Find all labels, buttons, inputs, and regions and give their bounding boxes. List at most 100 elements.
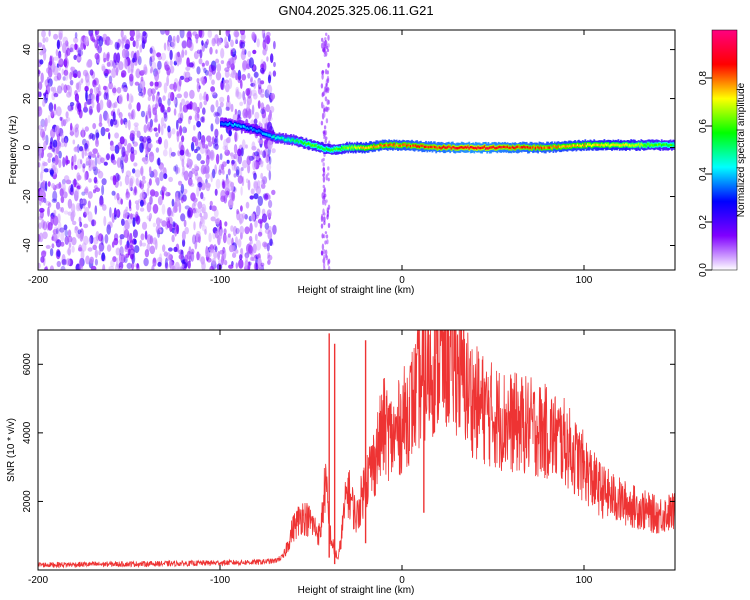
ridge-core (366, 146, 369, 150)
noise-blob (325, 106, 328, 112)
noise-blob (166, 75, 170, 87)
ridge-core (380, 143, 383, 147)
noise-blob (254, 233, 258, 242)
ridge-core (318, 145, 320, 148)
noise-blob (260, 183, 266, 189)
ridge-core (620, 144, 622, 147)
noise-blob (55, 227, 59, 235)
noise-blob (191, 102, 198, 111)
noise-blob (84, 85, 89, 92)
x-tick-label: 100 (576, 575, 593, 586)
noise-blob (205, 60, 210, 66)
noise-blob (186, 209, 191, 218)
noise-blob (108, 81, 113, 90)
noise-blob (139, 207, 145, 212)
noise-blob (260, 161, 264, 168)
noise-blob (135, 68, 141, 79)
noise-blob (325, 249, 328, 256)
noise-blob (158, 136, 162, 145)
noise-blob (83, 36, 89, 46)
noise-blob (267, 252, 271, 258)
noise-blob (210, 216, 216, 222)
noise-blob (56, 260, 61, 268)
ridge-core (485, 147, 487, 150)
ridge-core (273, 135, 276, 138)
noise-blob (39, 59, 44, 65)
noise-blob (84, 206, 90, 216)
noise-blob (257, 195, 263, 207)
noise-blob (55, 49, 59, 57)
noise-blob (170, 151, 176, 157)
ridge-core (472, 146, 475, 149)
noise-blob (49, 248, 54, 257)
noise-blob (149, 118, 153, 128)
ridge-core (625, 143, 627, 146)
noise-blob (53, 109, 58, 116)
noise-blob (242, 108, 248, 119)
noise-blob (84, 186, 89, 196)
noise-blob (118, 112, 123, 119)
noise-blob (325, 83, 328, 87)
ridge-core (348, 145, 351, 148)
noise-blob (38, 42, 43, 48)
noise-blob (106, 69, 112, 74)
noise-blob (322, 104, 325, 109)
noise-blob (157, 196, 163, 206)
ridge-core (408, 144, 411, 147)
noise-blob (109, 207, 112, 218)
noise-blob (189, 115, 192, 121)
ridge-core (268, 134, 271, 137)
noise-blob (123, 209, 128, 220)
noise-blob (81, 127, 85, 139)
ridge-core (473, 147, 476, 150)
spectrogram-x-axis-label: Height of straight line (km) (298, 285, 415, 296)
ridge-core (478, 146, 481, 150)
noise-blob (149, 56, 153, 67)
noise-blob (163, 82, 168, 94)
ridge-core (614, 143, 617, 146)
noise-blob (209, 265, 214, 270)
noise-blob (186, 103, 192, 110)
noise-blob (201, 141, 206, 149)
ridge-core (418, 145, 421, 149)
ridge-core (558, 145, 561, 148)
noise-blob (155, 147, 160, 153)
noise-blob (132, 217, 136, 228)
noise-blob (114, 65, 118, 73)
noise-blob (139, 192, 145, 200)
noise-blob (46, 67, 51, 74)
noise-blob (223, 180, 229, 191)
noise-blob (80, 36, 84, 47)
noise-blob (241, 212, 246, 219)
noise-blob (205, 172, 210, 179)
noise-blob (52, 190, 58, 202)
noise-blob (38, 181, 41, 188)
noise-blob (109, 145, 116, 152)
noise-blob (233, 160, 237, 172)
noise-blob (232, 252, 237, 258)
noise-blob (217, 106, 222, 117)
noise-blob (47, 181, 51, 187)
noise-blob (327, 166, 330, 171)
noise-blob (200, 216, 204, 225)
noise-blob (254, 111, 260, 120)
noise-blob (240, 186, 243, 196)
ridge-core (532, 146, 534, 149)
noise-blob (139, 239, 143, 247)
noise-blob (327, 99, 330, 105)
noise-blob (44, 122, 47, 132)
noise-blob (245, 201, 250, 209)
noise-blob (322, 184, 325, 189)
noise-blob (142, 136, 147, 143)
noise-blob (240, 205, 243, 212)
noise-blob (216, 263, 223, 270)
noise-blob (235, 236, 238, 247)
ridge-core (616, 143, 618, 146)
ridge-core (406, 144, 408, 148)
noise-blob (38, 142, 41, 148)
noise-blob (134, 263, 137, 268)
ridge-core (292, 138, 295, 142)
noise-blob (177, 55, 182, 63)
noise-blob (64, 69, 69, 81)
noise-blob (226, 136, 231, 144)
